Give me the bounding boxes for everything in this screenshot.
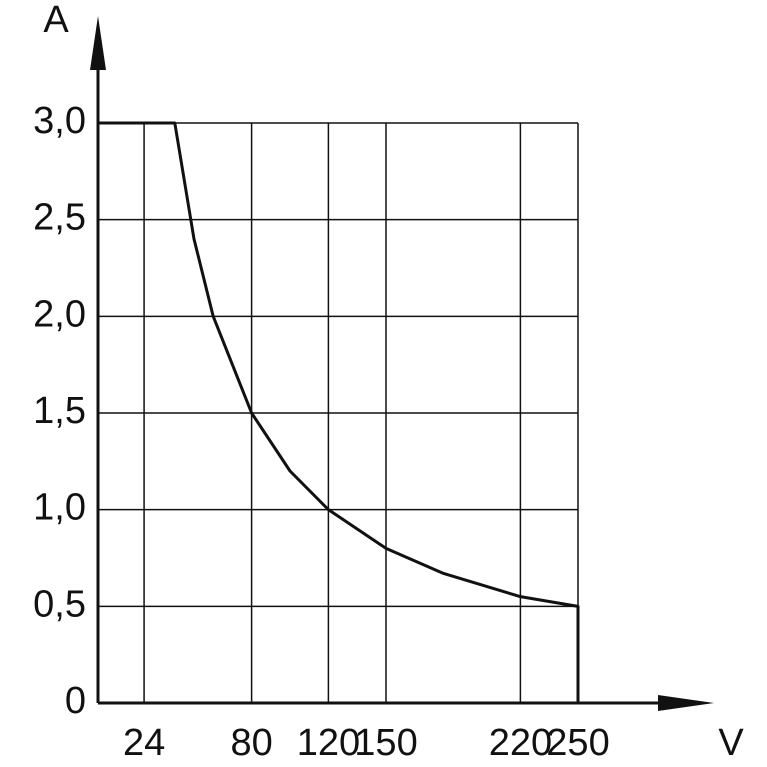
- y-axis-label: A: [43, 0, 69, 41]
- y-arrow: [90, 16, 106, 70]
- x-tick-label: 220: [489, 722, 552, 764]
- y-tick-label: 2,5: [33, 197, 86, 239]
- y-tick-label: 1,0: [33, 487, 86, 529]
- x-arrow: [658, 695, 714, 711]
- x-tick-label: 80: [230, 722, 272, 764]
- y-tick-label: 2,0: [33, 293, 86, 335]
- x-tick-label: 120: [297, 722, 360, 764]
- x-axis-label: V: [718, 722, 744, 764]
- y-tick-label: 3,0: [33, 100, 86, 142]
- x-tick-label: 150: [354, 722, 417, 764]
- x-tick-label: 250: [546, 722, 609, 764]
- y-tick-label: 0,5: [33, 583, 86, 625]
- y-tick-label: 1,5: [33, 390, 86, 432]
- y-tick-label: 0: [65, 680, 86, 722]
- curve: [98, 121, 580, 703]
- x-tick-label: 24: [123, 722, 165, 764]
